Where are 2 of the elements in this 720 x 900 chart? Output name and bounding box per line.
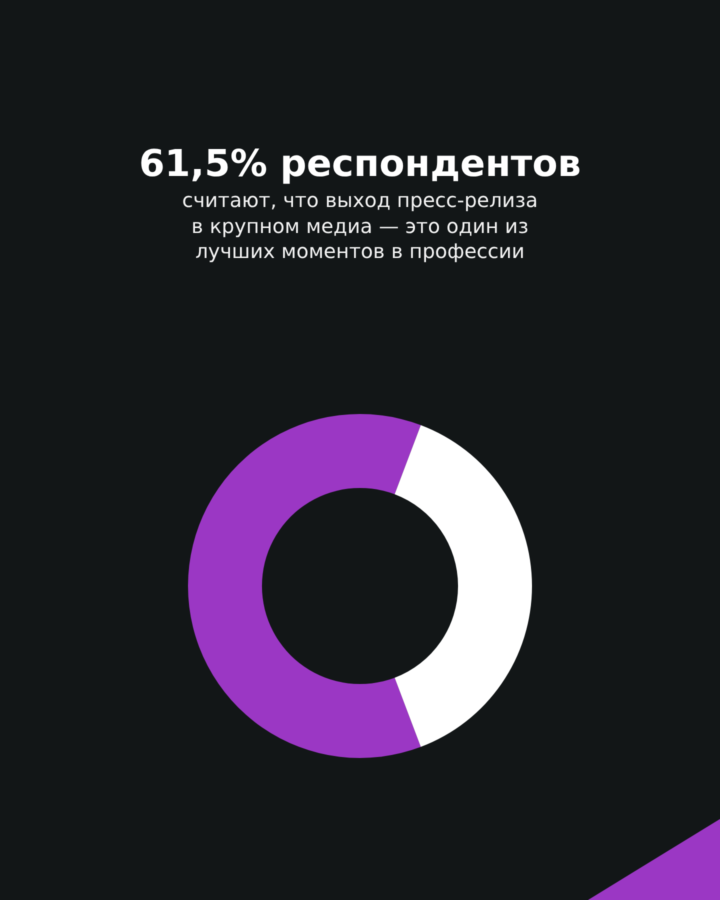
- chart-subtitle: считают, что выход пресс-релиза в крупном медиа — это один из лучших моментов в профессии: [181, 188, 539, 264]
- chart-title: 61,5% респондентов: [138, 142, 582, 185]
